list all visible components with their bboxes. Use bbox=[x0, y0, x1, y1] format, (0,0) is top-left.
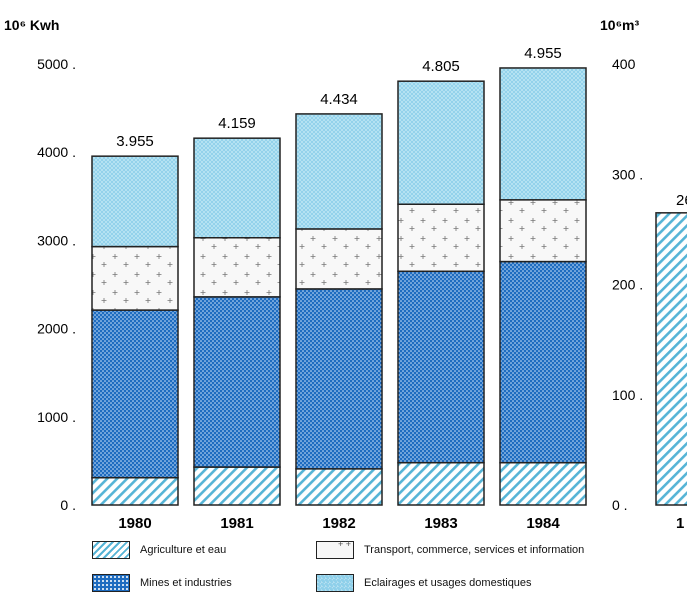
right-bar-agriculture bbox=[655, 212, 687, 506]
bar-segment-transport-1981 bbox=[193, 237, 281, 298]
bar-segment-mines-1980 bbox=[91, 309, 179, 479]
bar-segment-eclairage-1980 bbox=[91, 155, 179, 248]
bar-total-label: 4.434 bbox=[320, 91, 358, 108]
bar-segment-mines-1981 bbox=[193, 296, 281, 468]
x-tick-label: 1984 bbox=[526, 515, 560, 532]
left-y-tick-label: 4000 . bbox=[37, 144, 76, 160]
bar-segment-transport-1984 bbox=[499, 199, 587, 263]
x-tick-label: 1980 bbox=[118, 515, 151, 532]
right-y-axis-label: 10⁶m³ bbox=[600, 17, 639, 33]
left-bars: 3.955 1980 4.159 1981 4.434 1982 4.805 1983 4.95… bbox=[91, 45, 587, 532]
right-x-tick-label: 1 bbox=[676, 515, 684, 532]
x-tick-label: 1982 bbox=[322, 515, 355, 532]
left-y-tick-label: 3000 . bbox=[37, 232, 76, 248]
bar-total-label: 4.955 bbox=[524, 45, 562, 62]
left-y-tick-label: 5000 . bbox=[37, 56, 76, 72]
left-axis: 10⁶ Kwh 0 . 1000 . 2000 . 3000 . 4000 . 5000 . bbox=[4, 17, 76, 513]
bar-segment-transport-1983 bbox=[397, 203, 485, 273]
bar-segment-mines-1984 bbox=[499, 260, 587, 464]
right-bars: 26 1 bbox=[655, 192, 687, 532]
bar-segment-agriculture-1984 bbox=[499, 461, 587, 506]
bar-segment-transport-1982 bbox=[295, 228, 383, 290]
bar-segment-agriculture-1983 bbox=[397, 461, 485, 506]
left-y-tick-label: 0 . bbox=[60, 497, 76, 513]
bar-segment-eclairage-1984 bbox=[499, 67, 587, 201]
right-bar-data-label: 26 bbox=[676, 192, 687, 209]
bar-segment-eclairage-1983 bbox=[397, 80, 485, 205]
left-y-axis-label: 10⁶ Kwh bbox=[4, 17, 59, 33]
right-y-tick-label: 400 bbox=[612, 56, 636, 72]
bar-segment-agriculture-1982 bbox=[295, 468, 383, 506]
right-y-tick-label: 100 . bbox=[612, 387, 643, 403]
x-tick-label: 1981 bbox=[220, 515, 253, 532]
bar-total-label: 3.955 bbox=[116, 133, 154, 150]
bar-total-label: 4.805 bbox=[422, 58, 460, 75]
left-y-tick-label: 1000 . bbox=[37, 409, 76, 425]
bar-segment-eclairage-1981 bbox=[193, 137, 281, 239]
bar-segment-agriculture-1981 bbox=[193, 466, 281, 506]
left-y-tick-label: 2000 . bbox=[37, 321, 76, 337]
right-y-tick-label: 0 . bbox=[612, 497, 628, 513]
bar-total-label: 4.159 bbox=[218, 115, 256, 132]
x-tick-label: 1983 bbox=[424, 515, 457, 532]
right-y-tick-label: 200 . bbox=[612, 277, 643, 293]
bar-segment-eclairage-1982 bbox=[295, 113, 383, 230]
bar-segment-mines-1982 bbox=[295, 288, 383, 470]
bar-segment-mines-1983 bbox=[397, 270, 485, 464]
right-axis: 10⁶m³ 0 . 100 . 200 . 300 . 400 bbox=[600, 17, 643, 513]
bar-segment-agriculture-1980 bbox=[91, 476, 179, 506]
bar-segment-transport-1980 bbox=[91, 245, 179, 311]
right-y-tick-label: 300 . bbox=[612, 166, 643, 182]
